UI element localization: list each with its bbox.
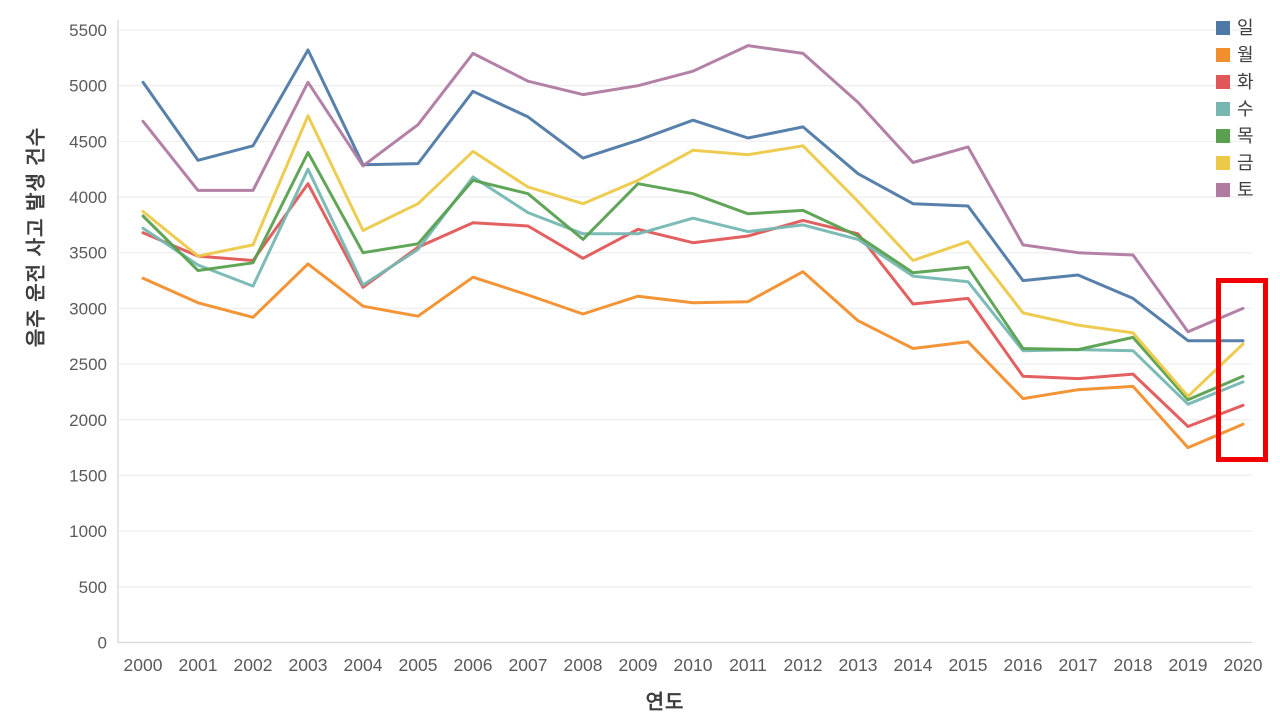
x-tick-label: 2017 bbox=[1059, 655, 1098, 675]
legend-label: 월 bbox=[1237, 44, 1254, 65]
y-tick-label: 500 bbox=[79, 578, 107, 597]
y-tick-label: 2000 bbox=[69, 411, 107, 430]
legend-swatch-icon bbox=[1216, 74, 1230, 89]
x-tick-label: 2014 bbox=[894, 655, 933, 675]
series-line-목 bbox=[141, 151, 1245, 402]
legend-item-화: 화 bbox=[1216, 68, 1254, 95]
x-tick-label: 2020 bbox=[1224, 655, 1263, 675]
series-line-금 bbox=[141, 114, 1245, 398]
x-tick-label: 2019 bbox=[1169, 655, 1208, 675]
x-tick-label: 2010 bbox=[674, 655, 713, 675]
series-line-토 bbox=[141, 44, 1245, 334]
y-tick-label: 1000 bbox=[69, 522, 107, 541]
x-tick-label: 2015 bbox=[949, 655, 988, 675]
legend-item-월: 월 bbox=[1216, 41, 1254, 68]
x-tick-label: 2018 bbox=[1114, 655, 1153, 675]
y-tick-label: 5500 bbox=[69, 21, 107, 40]
legend-label: 수 bbox=[1237, 98, 1254, 119]
legend-swatch-icon bbox=[1216, 47, 1230, 62]
legend-swatch-icon bbox=[1216, 155, 1230, 170]
highlight-box-2020 bbox=[1216, 278, 1268, 462]
legend-item-토: 토 bbox=[1216, 176, 1254, 203]
y-tick-label: 1500 bbox=[69, 466, 107, 485]
legend-label: 목 bbox=[1237, 125, 1254, 146]
series-line-일 bbox=[141, 48, 1245, 343]
x-axis-title: 연도 bbox=[645, 691, 685, 714]
y-tick-label: 0 bbox=[98, 634, 107, 653]
legend-item-목: 목 bbox=[1216, 122, 1254, 149]
y-axis-title: 음주 운전 사고 발생 건수 bbox=[25, 126, 48, 348]
x-tick-label: 2000 bbox=[124, 655, 163, 675]
x-tick-label: 2003 bbox=[289, 655, 328, 675]
legend-swatch-icon bbox=[1216, 182, 1230, 197]
legend-swatch-icon bbox=[1216, 101, 1230, 116]
x-tick-label: 2001 bbox=[179, 655, 218, 675]
x-tick-label: 2012 bbox=[784, 655, 823, 675]
x-tick-label: 2007 bbox=[509, 655, 548, 675]
x-tick-label: 2013 bbox=[839, 655, 878, 675]
legend-label: 일 bbox=[1237, 17, 1254, 38]
x-tick-label: 2016 bbox=[1004, 655, 1043, 675]
y-tick-label: 3000 bbox=[69, 299, 107, 318]
legend-item-일: 일 bbox=[1216, 14, 1254, 41]
x-tick-label: 2004 bbox=[344, 655, 383, 675]
x-tick-label: 2002 bbox=[234, 655, 273, 675]
y-tick-label: 4500 bbox=[69, 132, 107, 151]
series-line-수 bbox=[141, 167, 1245, 406]
y-tick-label: 3500 bbox=[69, 244, 107, 263]
x-tick-label: 2006 bbox=[454, 655, 493, 675]
y-tick-label: 4000 bbox=[69, 188, 107, 207]
series-line-화 bbox=[141, 182, 1245, 428]
legend-item-금: 금 bbox=[1216, 149, 1254, 176]
x-tick-label: 2005 bbox=[399, 655, 438, 675]
series-line-월 bbox=[141, 262, 1245, 450]
x-tick-label: 2009 bbox=[619, 655, 658, 675]
legend-swatch-icon bbox=[1216, 128, 1230, 143]
x-tick-label: 2008 bbox=[564, 655, 603, 675]
legend-item-수: 수 bbox=[1216, 95, 1254, 122]
legend-label: 토 bbox=[1237, 179, 1254, 200]
legend-label: 화 bbox=[1237, 71, 1254, 92]
y-tick-label: 5000 bbox=[69, 77, 107, 96]
legend-label: 금 bbox=[1237, 152, 1254, 173]
legend-swatch-icon bbox=[1216, 20, 1230, 35]
x-tick-label: 2011 bbox=[729, 655, 767, 675]
y-tick-label: 2500 bbox=[69, 355, 107, 374]
